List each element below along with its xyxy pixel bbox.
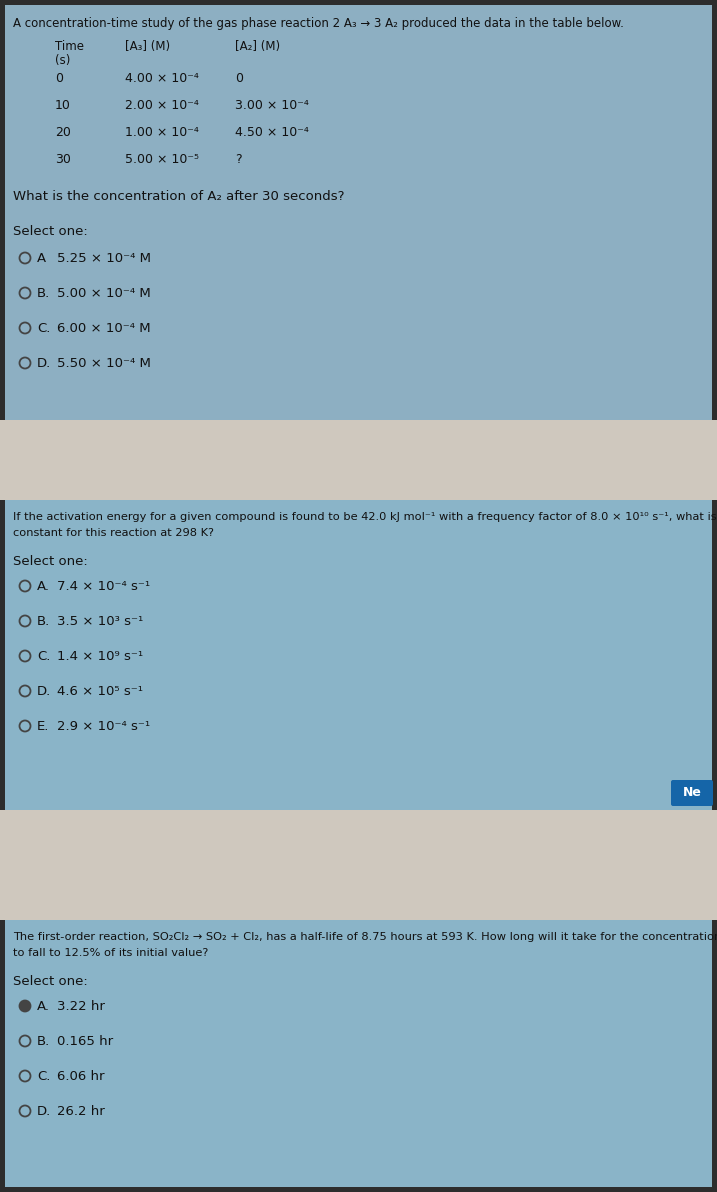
Text: 5.50 × 10⁻⁴ M: 5.50 × 10⁻⁴ M bbox=[57, 356, 151, 370]
Text: 3.22 hr: 3.22 hr bbox=[57, 1000, 105, 1013]
Text: B.: B. bbox=[37, 1035, 50, 1048]
Text: A.: A. bbox=[37, 581, 50, 592]
Text: 5.00 × 10⁻⁵: 5.00 × 10⁻⁵ bbox=[125, 153, 199, 166]
Text: 30: 30 bbox=[55, 153, 71, 166]
Text: D.: D. bbox=[37, 685, 51, 699]
Text: [A₂] (M): [A₂] (M) bbox=[235, 41, 280, 52]
FancyBboxPatch shape bbox=[5, 920, 712, 1187]
Text: Ne: Ne bbox=[683, 787, 701, 800]
Text: (s): (s) bbox=[55, 54, 70, 67]
Circle shape bbox=[19, 1000, 31, 1012]
Text: 20: 20 bbox=[55, 126, 71, 139]
Text: Time: Time bbox=[55, 41, 84, 52]
Text: B.: B. bbox=[37, 615, 50, 628]
Text: 2.00 × 10⁻⁴: 2.00 × 10⁻⁴ bbox=[125, 99, 199, 112]
Text: C.: C. bbox=[37, 650, 50, 663]
FancyBboxPatch shape bbox=[0, 420, 717, 499]
Text: 5.25 × 10⁻⁴ M: 5.25 × 10⁻⁴ M bbox=[57, 252, 151, 265]
Text: to fall to 12.5% of its initial value?: to fall to 12.5% of its initial value? bbox=[13, 948, 209, 958]
FancyBboxPatch shape bbox=[0, 811, 717, 920]
Text: 4.50 × 10⁻⁴: 4.50 × 10⁻⁴ bbox=[235, 126, 309, 139]
FancyBboxPatch shape bbox=[5, 499, 712, 811]
Text: 7.4 × 10⁻⁴ s⁻¹: 7.4 × 10⁻⁴ s⁻¹ bbox=[57, 581, 150, 592]
Text: What is the concentration of A₂ after 30 seconds?: What is the concentration of A₂ after 30… bbox=[13, 190, 344, 203]
Text: 1.4 × 10⁹ s⁻¹: 1.4 × 10⁹ s⁻¹ bbox=[57, 650, 143, 663]
Text: 6.00 × 10⁻⁴ M: 6.00 × 10⁻⁴ M bbox=[57, 322, 151, 335]
Text: If the activation energy for a given compound is found to be 42.0 kJ mol⁻¹ with : If the activation energy for a given com… bbox=[13, 513, 717, 522]
Text: [A₃] (M): [A₃] (M) bbox=[125, 41, 170, 52]
Text: 3.00 × 10⁻⁴: 3.00 × 10⁻⁴ bbox=[235, 99, 309, 112]
FancyBboxPatch shape bbox=[671, 780, 713, 806]
Text: B.: B. bbox=[37, 287, 50, 300]
Text: 0: 0 bbox=[235, 72, 243, 85]
Text: A concentration-time study of the gas phase reaction 2 A₃ → 3 A₂ produced the da: A concentration-time study of the gas ph… bbox=[13, 17, 624, 30]
Text: ?: ? bbox=[235, 153, 242, 166]
Text: 0: 0 bbox=[55, 72, 63, 85]
Text: 4.00 × 10⁻⁴: 4.00 × 10⁻⁴ bbox=[125, 72, 199, 85]
Text: The first-order reaction, SO₂Cl₂ → SO₂ + Cl₂, has a half-life of 8.75 hours at 5: The first-order reaction, SO₂Cl₂ → SO₂ +… bbox=[13, 932, 717, 942]
Text: constant for this reaction at 298 K?: constant for this reaction at 298 K? bbox=[13, 528, 214, 538]
Text: A.: A. bbox=[37, 1000, 50, 1013]
Text: 0.165 hr: 0.165 hr bbox=[57, 1035, 113, 1048]
Text: Select one:: Select one: bbox=[13, 975, 87, 988]
Text: D.: D. bbox=[37, 1105, 51, 1118]
Text: 26.2 hr: 26.2 hr bbox=[57, 1105, 105, 1118]
Text: 5.00 × 10⁻⁴ M: 5.00 × 10⁻⁴ M bbox=[57, 287, 151, 300]
Text: A: A bbox=[37, 252, 54, 265]
Text: 1.00 × 10⁻⁴: 1.00 × 10⁻⁴ bbox=[125, 126, 199, 139]
Text: E.: E. bbox=[37, 720, 49, 733]
FancyBboxPatch shape bbox=[5, 5, 712, 420]
Text: Select one:: Select one: bbox=[13, 225, 87, 238]
Text: 2.9 × 10⁻⁴ s⁻¹: 2.9 × 10⁻⁴ s⁻¹ bbox=[57, 720, 150, 733]
Text: 4.6 × 10⁵ s⁻¹: 4.6 × 10⁵ s⁻¹ bbox=[57, 685, 143, 699]
Text: C.: C. bbox=[37, 322, 50, 335]
Text: 6.06 hr: 6.06 hr bbox=[57, 1070, 105, 1084]
Text: C.: C. bbox=[37, 1070, 50, 1084]
Text: Select one:: Select one: bbox=[13, 555, 87, 569]
Text: 3.5 × 10³ s⁻¹: 3.5 × 10³ s⁻¹ bbox=[57, 615, 143, 628]
Text: 10: 10 bbox=[55, 99, 71, 112]
Text: D.: D. bbox=[37, 356, 51, 370]
